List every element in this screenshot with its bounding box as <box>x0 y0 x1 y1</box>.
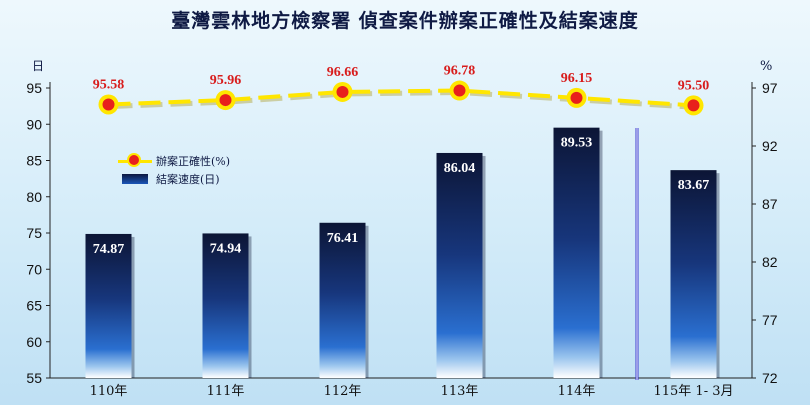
bar-value-label: 89.53 <box>561 136 593 151</box>
left-tick-label: 95 <box>26 80 42 96</box>
bar-value-label: 74.94 <box>210 241 242 256</box>
right-tick-label: 92 <box>762 138 778 154</box>
x-tick-label: 111年 <box>207 384 245 399</box>
legend-bar-label: 結案速度(日) <box>156 173 220 186</box>
left-tick-label: 70 <box>26 261 42 277</box>
right-axis-unit: % <box>760 59 772 74</box>
x-tick-label: 113年 <box>441 384 479 399</box>
chart-title: 臺灣雲林地方檢察署 偵查案件辦案正確性及結案速度 <box>171 10 639 32</box>
left-tick-label: 85 <box>26 153 42 169</box>
bar-value-label: 83.67 <box>678 178 710 193</box>
line-value-label: 95.96 <box>210 73 242 88</box>
bar-value-label: 86.04 <box>444 161 476 176</box>
right-tick-label: 77 <box>762 312 778 328</box>
bar-value-label: 74.87 <box>93 242 125 257</box>
x-tick-label: 114年 <box>558 384 596 399</box>
line-value-label: 95.58 <box>93 77 125 92</box>
line-marker <box>453 84 466 97</box>
left-tick-label: 55 <box>26 370 42 386</box>
bar <box>85 233 132 378</box>
line-marker <box>687 99 700 112</box>
x-tick-label: 110年 <box>90 384 128 399</box>
line-value-label: 96.78 <box>444 64 476 79</box>
line-marker <box>102 98 115 111</box>
chart-legend: 辦案正確性(%) 結案速度(日) <box>118 152 230 188</box>
bar <box>670 170 717 378</box>
legend-line-label: 辦案正確性(%) <box>156 155 231 168</box>
line-value-label: 96.15 <box>561 71 593 86</box>
right-tick-label: 72 <box>762 370 778 386</box>
bar <box>436 152 483 378</box>
left-tick-label: 60 <box>26 334 42 350</box>
line-marker <box>570 91 583 104</box>
bar <box>202 233 249 378</box>
bar <box>319 222 366 378</box>
right-tick-label: 87 <box>762 196 778 212</box>
legend-item-speed: 結案速度(日) <box>118 170 230 188</box>
line-marker <box>219 94 232 107</box>
line-value-label: 95.50 <box>678 78 710 93</box>
x-tick-label: 115年 1- 3月 <box>653 384 733 399</box>
left-axis-unit: 日 <box>32 59 44 73</box>
line-marker <box>336 85 349 98</box>
left-tick-label: 75 <box>26 225 42 241</box>
left-tick-label: 80 <box>26 189 42 205</box>
legend-item-accuracy: 辦案正確性(%) <box>118 152 230 170</box>
left-tick-label: 90 <box>26 116 42 132</box>
right-tick-label: 97 <box>762 80 778 96</box>
bar <box>553 127 600 378</box>
line-value-label: 96.66 <box>327 65 359 80</box>
legend-bar-swatch <box>122 174 148 184</box>
legend-line-swatch <box>118 154 152 168</box>
accuracy-line <box>108 88 694 108</box>
right-tick-label: 82 <box>762 254 778 270</box>
left-tick-label: 65 <box>26 298 42 314</box>
bar-value-label: 76.41 <box>327 231 359 246</box>
x-tick-label: 112年 <box>324 384 362 399</box>
